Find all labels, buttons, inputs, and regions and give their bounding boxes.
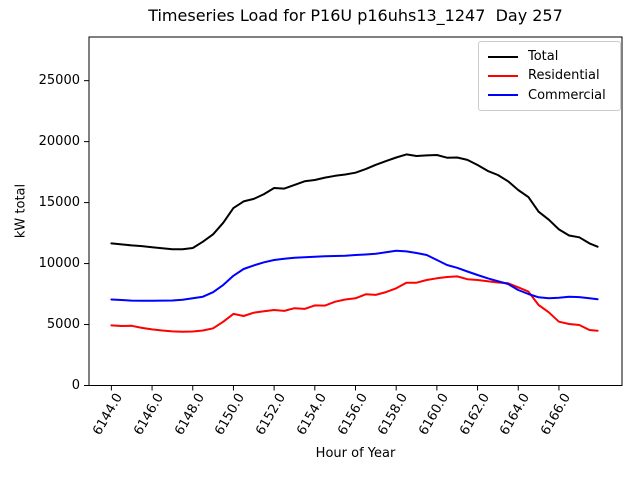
legend-row-residential: Residential (488, 66, 612, 85)
residential-line (110, 275, 599, 333)
y-tick-label: 5000 (46, 317, 80, 333)
residential-line-swatch (488, 74, 518, 77)
y-tick-label: 20000 (38, 134, 80, 150)
total-line (110, 153, 599, 251)
legend-label-total: Total (528, 49, 559, 65)
commercial-line (110, 249, 599, 302)
commercial-line-swatch (488, 94, 518, 97)
y-tick-label: 25000 (38, 73, 80, 89)
y-tick-label: 15000 (38, 195, 80, 211)
y-axis-label: kW total (13, 183, 29, 239)
x-axis-label: Hour of Year (315, 446, 396, 461)
y-tick-label: 0 (71, 378, 80, 393)
y-tick-label: 10000 (38, 256, 80, 272)
legend-row-total: Total (488, 47, 612, 66)
legend-label-commercial: Commercial (528, 87, 606, 103)
legend-row-commercial: Commercial (488, 86, 612, 105)
chart-title: Timeseries Load for P16U p16uhs13_1247 D… (148, 6, 563, 25)
total-line-swatch (488, 55, 518, 58)
legend: Total Residential Commercial (478, 41, 621, 111)
legend-label-residential: Residential (528, 68, 600, 84)
